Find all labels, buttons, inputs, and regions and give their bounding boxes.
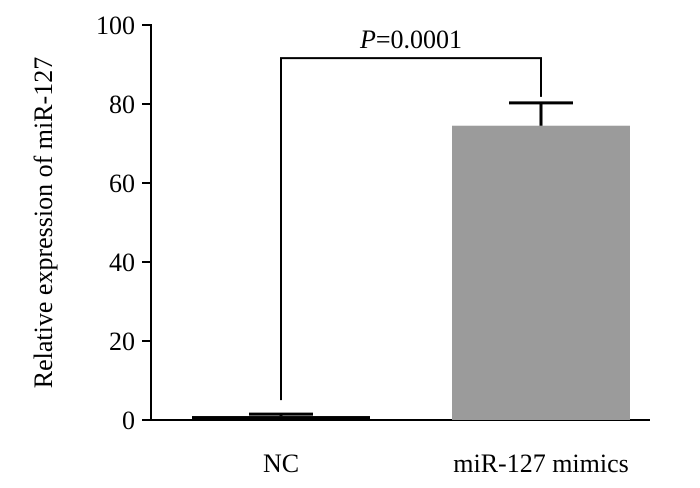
bracket-line [280, 57, 542, 401]
error-bars-group [249, 101, 573, 417]
y-axis-ticks: 0 20 40 60 80 100 [96, 11, 151, 435]
y-axis-title: Relative expression of miR-127 [29, 57, 58, 388]
y-tick-label: 20 [109, 327, 135, 356]
p-value-number: =0.0001 [376, 25, 462, 54]
p-value-prefix: P [359, 25, 376, 54]
x-tick-label: miR-127 mimics [453, 449, 629, 478]
y-tick-label: 100 [96, 11, 135, 40]
y-tick-label: 60 [109, 169, 135, 198]
y-tick-label: 0 [122, 406, 135, 435]
y-tick-label: 80 [109, 90, 135, 119]
y-tick-label: 40 [109, 248, 135, 277]
bar-nc [192, 416, 370, 420]
x-tick-label: NC [263, 449, 299, 478]
x-axis-labels: NC miR-127 mimics [263, 449, 629, 478]
bar-mir127-mimics [452, 125, 630, 420]
significance-bracket [280, 57, 542, 401]
bars-group [192, 125, 630, 420]
p-value-label: P=0.0001 [359, 25, 462, 54]
